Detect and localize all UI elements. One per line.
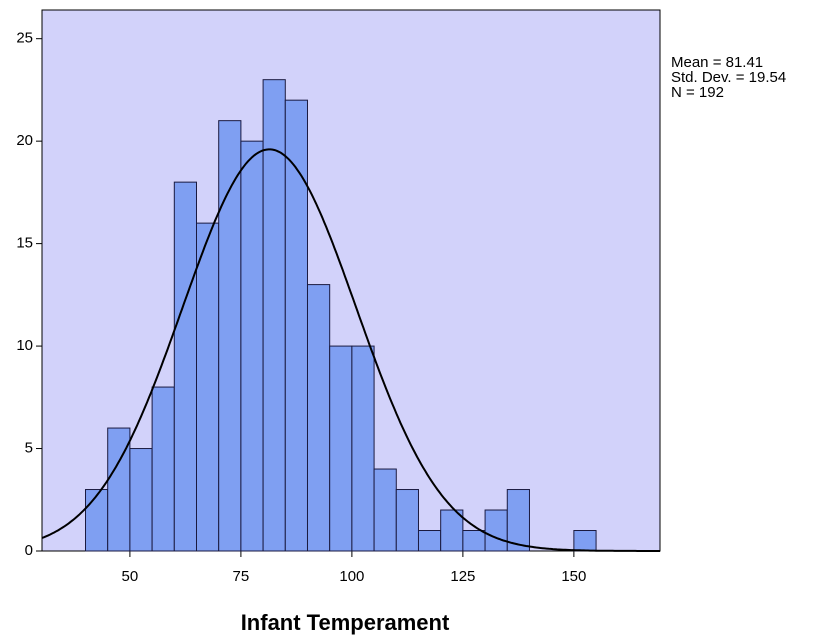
bar	[240, 140, 264, 552]
y-tick-label: 10	[16, 337, 33, 354]
bar	[506, 489, 530, 552]
stat-label: N = 192	[671, 84, 724, 101]
bar	[417, 530, 442, 552]
y-tick-label: 20	[16, 132, 33, 149]
x-tick-label: 125	[450, 568, 475, 585]
y-tick-label: 0	[25, 542, 33, 559]
bar	[196, 222, 220, 552]
bar	[484, 509, 508, 552]
stat-label: Mean = 81.41	[671, 54, 763, 71]
bar	[395, 489, 419, 552]
y-tick-label: 15	[16, 235, 33, 252]
bar	[440, 509, 464, 552]
bar	[573, 530, 597, 552]
bar	[329, 345, 353, 552]
bar	[351, 345, 375, 552]
bar	[462, 530, 486, 552]
bar	[306, 284, 331, 552]
bar	[129, 448, 153, 552]
bar	[173, 181, 198, 552]
x-tick-label: 50	[122, 568, 139, 585]
x-axis-label: Infant Temperament	[241, 610, 450, 635]
bar	[373, 468, 397, 552]
x-tick-label: 100	[339, 568, 364, 585]
stat-label: Std. Dev. = 19.54	[671, 69, 786, 86]
bar	[151, 386, 175, 552]
bar	[85, 489, 109, 552]
x-tick-label: 150	[561, 568, 586, 585]
bar	[218, 120, 242, 552]
normal-curve	[41, 148, 660, 552]
y-tick-label: 25	[16, 30, 33, 47]
x-tick-label: 75	[233, 568, 250, 585]
y-tick-label: 5	[25, 440, 33, 457]
